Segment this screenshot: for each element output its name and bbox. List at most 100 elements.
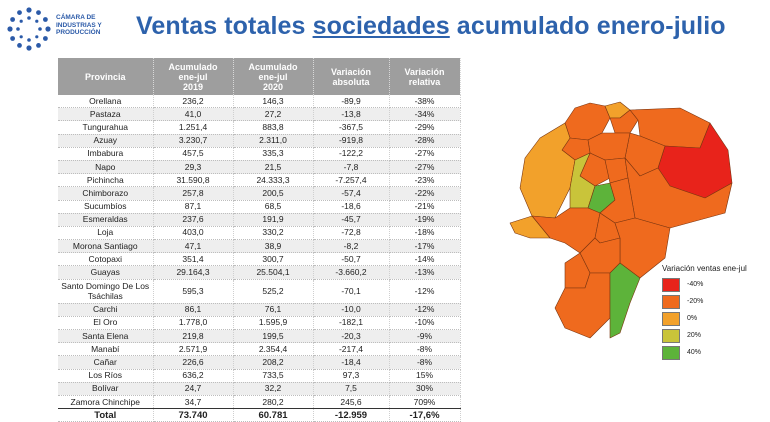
- cell-var-abs: -10,0: [313, 303, 390, 317]
- cell-2019: 226,6: [153, 355, 234, 370]
- cell-provincia: Morona Santiago: [58, 239, 154, 254]
- cell-provincia: Los Ríos: [58, 369, 154, 383]
- cell-provincia: Napo: [58, 160, 154, 175]
- legend-item: 20%: [662, 327, 747, 344]
- cell-2020: 330,2: [233, 226, 314, 241]
- cell-provincia: Esmeraldas: [58, 213, 154, 227]
- cell-var-rel: -23%: [389, 173, 461, 188]
- cell-var-abs: -13,8: [313, 107, 390, 122]
- cell-var-abs: -367,5: [313, 120, 390, 135]
- sales-table: Provincia Acumulado ene-jul 2019 Acumulado…: [58, 58, 461, 422]
- table-row: Loja 403,0 330,2 -72,8 -18%: [58, 226, 461, 241]
- table-row: Pastaza 41,0 27,2 -13,8 -34%: [58, 107, 461, 122]
- legend-label: 20%: [687, 332, 702, 339]
- legend-label: 40%: [687, 349, 702, 356]
- total-cell: Total: [58, 408, 154, 422]
- cell-provincia: Imbabura: [58, 147, 154, 161]
- cell-var-rel: -38%: [389, 95, 461, 109]
- cell-2020: 76,1: [233, 303, 314, 317]
- logo-line-1: CÁMARA DE: [56, 14, 96, 21]
- legend-label: -20%: [687, 298, 704, 305]
- cell-var-abs: -89,9: [313, 95, 390, 109]
- legend-swatch: [662, 328, 680, 343]
- cell-2020: 38,9: [233, 239, 314, 254]
- cell-var-abs: -7.257,4: [313, 173, 390, 188]
- cell-var-abs: -182,1: [313, 316, 390, 331]
- cell-var-rel: -12%: [389, 303, 461, 317]
- table-row: Bolívar 24,7 32,2 7,5 30%: [58, 382, 461, 396]
- cell-provincia: Cañar: [58, 355, 154, 370]
- cell-provincia: Santo Domingo De Los Tsáchilas: [58, 279, 154, 304]
- ecuador-map: [509, 101, 733, 339]
- cell-var-abs: 245,6: [313, 395, 390, 410]
- cell-var-rel: -34%: [389, 107, 461, 122]
- cell-var-rel: -8%: [389, 355, 461, 370]
- header-variacion-relativa: Variación relativa: [389, 58, 461, 95]
- cell-var-abs: -45,7: [313, 213, 390, 227]
- cell-var-rel: -19%: [389, 213, 461, 227]
- cell-provincia: Pichincha: [58, 173, 154, 188]
- table-row: Los Ríos 636,2 733,5 97,3 15%: [58, 369, 461, 383]
- cell-var-rel: -28%: [389, 134, 461, 148]
- cell-2019: 47,1: [153, 239, 234, 254]
- table-row: Tungurahua 1.251,4 883,8 -367,5 -29%: [58, 120, 461, 135]
- cell-2019: 34,7: [153, 395, 234, 410]
- table-row: Guayas 29.164,3 25.504,1 -3.660,2 -13%: [58, 265, 461, 280]
- table-row: Pichincha 31.590,8 24.333,3 -7.257,4 -23%: [58, 173, 461, 188]
- cell-2019: 24,7: [153, 382, 234, 396]
- cell-2020: 191,9: [233, 213, 314, 227]
- cell-2020: 1.595,9: [233, 316, 314, 331]
- cell-var-abs: -50,7: [313, 252, 390, 267]
- cell-2020: 525,2: [233, 279, 314, 304]
- title-part-2: acumulado enero-julio: [449, 12, 726, 40]
- cell-var-rel: -14%: [389, 252, 461, 267]
- table-row: Zamora Chinchipe 34,7 280,2 245,6 709%: [58, 395, 461, 410]
- logo-text: CÁMARA DE INDUSTRIAS Y PRODUCCIÓN: [56, 14, 102, 37]
- header-variacion-absoluta: Variación absoluta: [313, 58, 390, 95]
- cell-2019: 3.230,7: [153, 134, 234, 148]
- legend-swatch: [662, 311, 680, 326]
- legend-item: 0%: [662, 310, 747, 327]
- table-row: Carchi 86,1 76,1 -10,0 -12%: [58, 303, 461, 317]
- legend-item: -20%: [662, 293, 747, 310]
- cell-provincia: Guayas: [58, 265, 154, 280]
- legend-item: -40%: [662, 276, 747, 293]
- cell-2019: 86,1: [153, 303, 234, 317]
- cell-var-abs: -57,4: [313, 186, 390, 201]
- title-part-1: Ventas totales: [136, 12, 313, 40]
- table-row: Orellana 236,2 146,3 -89,9 -38%: [58, 95, 461, 109]
- cell-var-rel: 709%: [389, 395, 461, 410]
- cell-provincia: El Oro: [58, 316, 154, 331]
- cell-2019: 2.571,9: [153, 342, 234, 357]
- header-2019: Acumulado ene-jul 2019: [153, 58, 234, 95]
- map-manabi: [519, 122, 576, 219]
- cell-var-abs: -70,1: [313, 279, 390, 304]
- legend-title: Variación ventas ene-jul: [662, 264, 747, 273]
- cell-2019: 237,6: [153, 213, 234, 227]
- page-title: Ventas totales sociedades acumulado ener…: [136, 12, 726, 41]
- cell-provincia: Orellana: [58, 95, 154, 109]
- cell-2020: 2.354,4: [233, 342, 314, 357]
- cell-provincia: Tungurahua: [58, 120, 154, 135]
- table-row: El Oro 1.778,0 1.595,9 -182,1 -10%: [58, 316, 461, 331]
- cell-2020: 32,2: [233, 382, 314, 396]
- cell-2019: 257,8: [153, 186, 234, 201]
- table-row: Santo Domingo De Los Tsáchilas 595,3 525,2…: [58, 279, 461, 304]
- cell-var-rel: -27%: [389, 147, 461, 161]
- cell-var-abs: -7,8: [313, 160, 390, 175]
- cell-2020: 25.504,1: [233, 265, 314, 280]
- table-row: Chimborazo 257,8 200,5 -57,4 -22%: [58, 186, 461, 201]
- cell-provincia: Sucumbíos: [58, 200, 154, 214]
- cell-2019: 595,3: [153, 279, 234, 304]
- logo: CÁMARA DE INDUSTRIAS Y PRODUCCIÓN: [6, 4, 126, 56]
- table-total-row: Total 73.740 60.781 -12.959 -17,6%: [58, 408, 461, 422]
- cell-2020: 200,5: [233, 186, 314, 201]
- cell-var-rel: -13%: [389, 265, 461, 280]
- cell-2019: 457,5: [153, 147, 234, 161]
- total-cell: 73.740: [153, 408, 234, 422]
- cell-var-abs: -8,2: [313, 239, 390, 254]
- cell-2020: 208,2: [233, 355, 314, 370]
- table-row: Manabí 2.571,9 2.354,4 -217,4 -8%: [58, 342, 461, 357]
- cell-var-rel: 30%: [389, 382, 461, 396]
- cell-var-abs: -72,8: [313, 226, 390, 241]
